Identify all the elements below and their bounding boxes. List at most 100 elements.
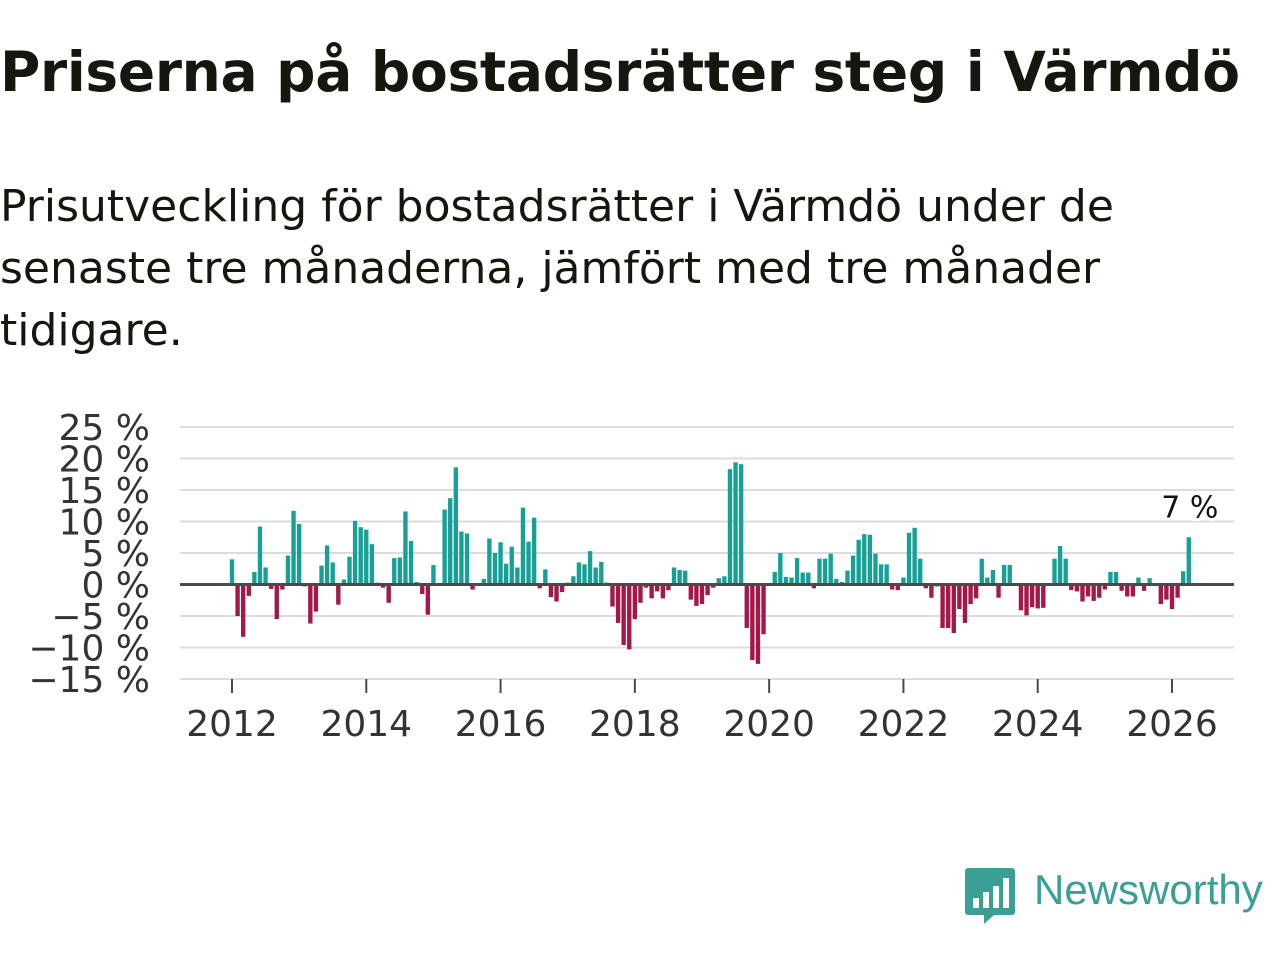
bar — [481, 578, 486, 585]
x-tick-label: 2016 — [455, 704, 547, 745]
bar — [380, 584, 386, 588]
bar — [632, 584, 638, 620]
bar — [1136, 577, 1141, 585]
bar — [241, 584, 246, 637]
bar — [308, 584, 313, 624]
bar — [1164, 584, 1169, 600]
bar — [783, 576, 789, 585]
bar — [448, 498, 453, 585]
bar — [274, 584, 279, 620]
bar — [537, 584, 542, 589]
bar — [957, 584, 962, 610]
y-tick-label: 15 % — [59, 471, 150, 512]
bar — [341, 579, 347, 585]
bar — [280, 584, 285, 590]
bar — [548, 584, 554, 598]
bar — [1035, 584, 1040, 609]
bar — [336, 584, 341, 605]
y-tick-label: 5 % — [81, 534, 150, 575]
bar — [923, 584, 928, 589]
x-tick-label: 2018 — [589, 704, 681, 745]
bar — [1181, 571, 1186, 585]
bar — [509, 546, 514, 585]
annotation: 7 % — [1158, 487, 1221, 528]
bar — [526, 541, 531, 585]
bar — [1141, 584, 1147, 591]
x-tick-label: 2020 — [723, 704, 815, 745]
bar — [996, 584, 1001, 598]
bar — [352, 520, 358, 585]
y-tick-label: 0 % — [81, 566, 150, 607]
bar — [962, 584, 968, 623]
bar — [543, 569, 548, 585]
bar — [655, 584, 660, 592]
bar — [940, 584, 945, 628]
bar — [738, 464, 744, 585]
bar — [498, 542, 503, 585]
bar — [811, 584, 817, 589]
bar — [688, 584, 693, 600]
bar — [1007, 564, 1012, 585]
bar — [252, 571, 257, 585]
bar — [235, 584, 240, 616]
bar — [973, 584, 979, 599]
bar — [755, 584, 761, 664]
bar — [1108, 571, 1113, 585]
bar — [1074, 584, 1080, 592]
x-tick-label: 2024 — [992, 704, 1084, 745]
bar — [571, 576, 576, 585]
bar — [822, 558, 828, 585]
x-tick-label: 2012 — [186, 704, 278, 745]
bar — [1119, 584, 1124, 591]
bar — [268, 584, 274, 589]
bar — [722, 576, 727, 585]
bar — [884, 564, 889, 585]
bar — [487, 538, 492, 585]
bar-chart: 25 %20 %15 %10 %5 %0 %−5 %−10 %−15 % 201… — [28, 408, 1234, 745]
bar — [1085, 584, 1091, 597]
bar — [263, 567, 268, 585]
bar — [291, 510, 296, 585]
bar — [1130, 584, 1136, 597]
bar — [593, 567, 598, 585]
bar — [1080, 584, 1085, 602]
bar — [582, 564, 587, 585]
bar — [392, 558, 397, 585]
bar — [671, 567, 677, 585]
bar — [492, 553, 498, 585]
grid-lines — [180, 426, 1234, 680]
bar — [929, 584, 934, 598]
bar — [794, 558, 800, 585]
bar — [1063, 558, 1068, 585]
bar — [397, 557, 403, 585]
bar — [408, 541, 414, 585]
bar — [660, 584, 666, 599]
bar — [324, 545, 330, 585]
bar — [873, 553, 878, 585]
y-tick-label: 20 % — [59, 440, 150, 481]
bar — [1041, 584, 1046, 608]
bar — [683, 570, 688, 585]
x-tick-label: 2022 — [858, 704, 950, 745]
bar — [1057, 546, 1063, 585]
bar — [369, 544, 375, 585]
bar — [627, 584, 632, 650]
bar — [750, 584, 755, 661]
bar — [386, 584, 391, 603]
brand-name: Newsworthy — [1034, 866, 1263, 913]
bar — [711, 584, 716, 588]
bar — [296, 524, 302, 585]
bar — [1186, 537, 1191, 585]
x-tick-label: 2026 — [1126, 704, 1218, 745]
bar — [1113, 571, 1119, 585]
bar — [364, 529, 369, 585]
bar — [425, 584, 431, 615]
bar — [599, 561, 604, 585]
bar — [1024, 584, 1029, 616]
bar — [1069, 584, 1074, 591]
y-tick-label: −5 % — [51, 597, 150, 638]
bar — [878, 564, 884, 585]
bar-series — [229, 462, 1191, 664]
bar — [800, 572, 805, 585]
bar — [946, 584, 951, 628]
